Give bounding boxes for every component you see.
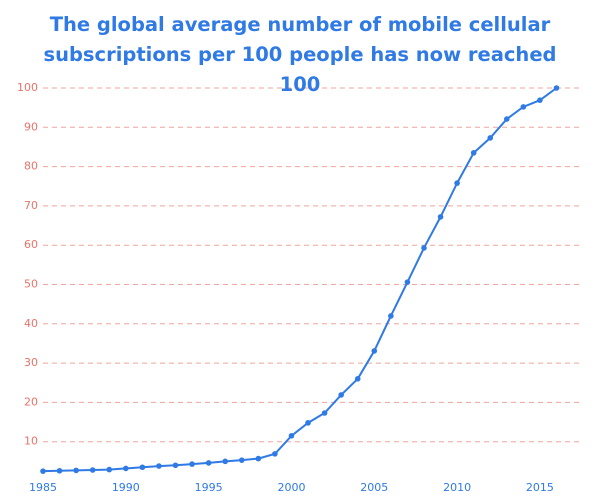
point — [172, 462, 179, 469]
point — [338, 392, 344, 398]
x-tick-label: 1985 — [29, 481, 57, 494]
point — [56, 467, 63, 474]
y-tick-label: 70 — [24, 199, 38, 212]
point — [404, 279, 411, 285]
point — [272, 451, 278, 457]
line — [42, 87, 558, 473]
point — [537, 97, 543, 103]
point — [123, 465, 129, 472]
y-tick-label: 60 — [24, 238, 38, 251]
point — [89, 467, 96, 473]
point — [421, 245, 427, 251]
y-tick-label: 10 — [24, 435, 38, 448]
x-tick-label: 1990 — [112, 481, 140, 494]
y-tick-label: 20 — [24, 395, 38, 408]
point — [553, 85, 560, 91]
point — [354, 376, 361, 382]
y-tick-label: 30 — [24, 356, 38, 369]
point — [222, 458, 229, 465]
point — [139, 464, 146, 471]
point — [106, 466, 113, 473]
x-tick-label: 2015 — [526, 481, 554, 494]
point — [487, 135, 494, 141]
point — [470, 150, 477, 156]
y-tick-label: 90 — [24, 120, 38, 133]
y-tick-label: 50 — [24, 278, 38, 291]
point — [189, 461, 195, 467]
point — [305, 420, 311, 426]
x-tick-label: 2000 — [277, 481, 305, 494]
point — [371, 348, 378, 354]
point — [238, 457, 245, 463]
point — [288, 433, 295, 439]
point — [205, 460, 212, 466]
point — [454, 180, 460, 186]
point — [388, 313, 394, 319]
y-tick-label: 100 — [17, 81, 38, 94]
point — [40, 468, 46, 474]
point — [321, 410, 328, 416]
point — [73, 467, 79, 474]
point — [504, 116, 510, 122]
x-tick-label: 2010 — [443, 481, 471, 494]
x-tick-label: 2005 — [360, 481, 388, 494]
point — [255, 455, 262, 462]
y-tick-label: 80 — [24, 160, 38, 173]
x-tick-label: 1995 — [195, 481, 223, 494]
chart-title: The global average number of mobile cell… — [43, 13, 557, 96]
point — [520, 104, 527, 110]
point — [156, 463, 162, 469]
y-tick-label: 40 — [24, 317, 38, 330]
point — [437, 214, 444, 220]
